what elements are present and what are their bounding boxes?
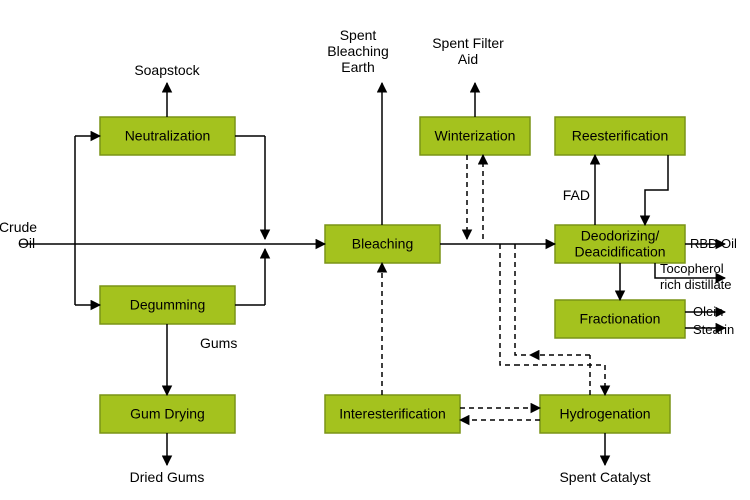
label-spent-catalyst: Spent Catalyst [559,469,650,485]
node-neutralization-label: Neutralization [125,128,211,144]
oil-refining-flowchart: Neutralization Degumming Gum Drying Bleachi… [0,0,750,500]
label-crude-oil-1: Crude [0,219,37,235]
edge-reest-to-deodor [645,155,668,225]
node-reesterification: Reesterification [555,117,685,155]
node-deodorizing-label1: Deodorizing/ [581,228,660,244]
node-hydrogenation: Hydrogenation [540,395,670,433]
label-olein: Olein [693,304,723,319]
node-hydrogenation-label: Hydrogenation [559,406,650,422]
label-fad: FAD [563,187,590,203]
node-degumming-label: Degumming [130,297,205,313]
label-sbe2: Bleaching [327,43,389,59]
node-bleaching-label: Bleaching [352,236,414,252]
label-sbe3: Earth [341,59,374,75]
node-deodorizing: Deodorizing/Deacidification [555,225,685,263]
label-sfa1: Spent Filter [432,35,504,51]
label-toco2: rich distillate [660,277,732,292]
edge-line-down-connector1 [500,244,515,365]
label-rbd: RBD Oil [690,236,737,251]
label-stearin: Stearin [693,322,734,337]
label-soapstock: Soapstock [134,62,200,78]
node-neutralization: Neutralization [100,117,235,155]
node-bleaching: Bleaching [325,225,440,263]
node-deodorizing-label2: Deacidification [574,244,665,260]
label-toco1: Tocopherol [660,261,724,276]
node-gum_drying-label: Gum Drying [130,406,205,422]
node-fractionation: Fractionation [555,300,685,338]
node-interesterification: Interesterification [325,395,460,433]
label-gums: Gums [200,335,237,351]
node-reesterification-label: Reesterification [572,128,669,144]
node-fractionation-label: Fractionation [580,311,661,327]
label-dried-gums: Dried Gums [130,469,205,485]
edge-line-down-connector2 [515,244,530,355]
label-sbe1: Spent [340,27,377,43]
node-interesterification-label: Interesterification [339,406,446,422]
node-winterization: Winterization [420,117,530,155]
label-crude-oil-2: Oil [18,235,35,251]
node-degumming: Degumming [100,286,235,324]
node-gum_drying: Gum Drying [100,395,235,433]
label-sfa2: Aid [458,51,478,67]
node-winterization-label: Winterization [435,128,516,144]
